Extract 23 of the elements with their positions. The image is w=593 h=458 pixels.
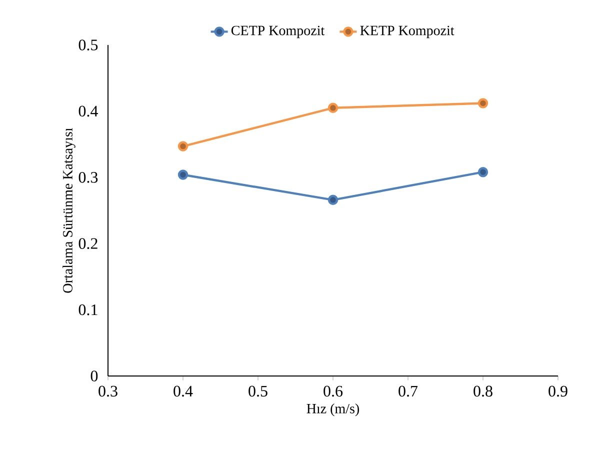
point — [478, 98, 488, 108]
x-axis-title: Hız (m/s) — [306, 404, 360, 416]
point — [178, 170, 188, 180]
y-tick-label: 0.4 — [78, 106, 98, 117]
point — [478, 167, 488, 178]
point — [178, 141, 188, 152]
y-axis-title: Ortalama Sürtünme Katsayısı — [62, 128, 76, 293]
x-tick-label: 0.4 — [174, 386, 193, 397]
x-tick-label: 0.9 — [548, 386, 568, 397]
y-tick-label: 0.2 — [78, 238, 98, 250]
x-tick-label: 0.8 — [474, 386, 492, 397]
y-tick-label: 0.1 — [78, 304, 98, 316]
point — [328, 102, 338, 113]
y-tick-label: 0.5 — [78, 40, 98, 50]
x-tick-label: 0.5 — [248, 386, 268, 397]
x-tick-label: 0.3 — [98, 386, 118, 397]
x-tick-label: 0.6 — [324, 386, 343, 397]
y-tick-label: 0.3 — [78, 172, 98, 183]
legend-label: CETP Kompozit — [231, 26, 325, 38]
y-tick-label: 0 — [90, 370, 98, 382]
point — [328, 194, 338, 206]
x-tick-label: 0.7 — [398, 386, 418, 397]
legend-label: KETP Kompozit — [360, 26, 454, 38]
